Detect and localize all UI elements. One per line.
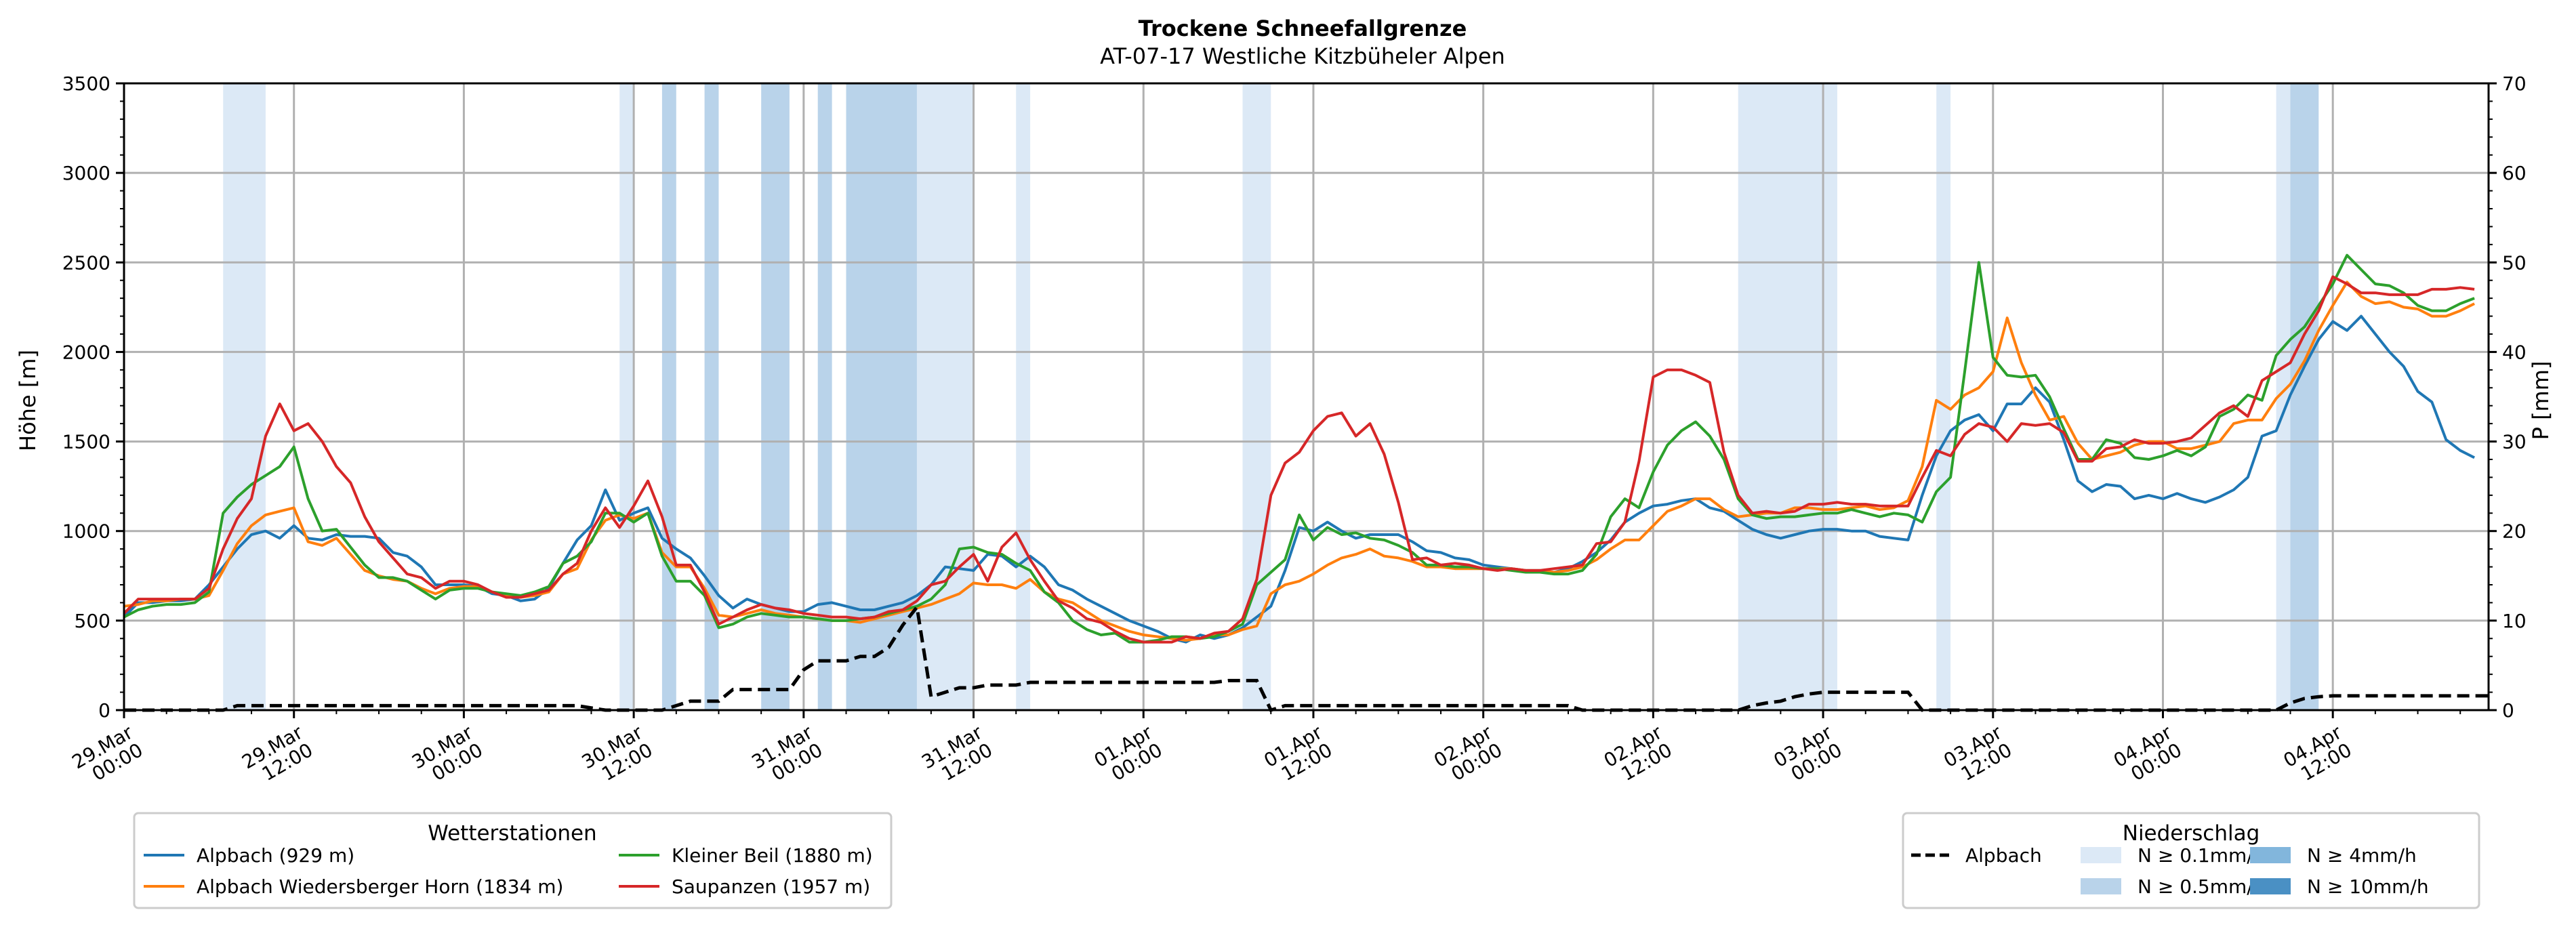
legend-precip-level-label: N ≥ 10mm/h — [2307, 875, 2429, 898]
legend-precip-box — [1902, 812, 2480, 909]
y-tick-label: 1500 — [62, 431, 110, 453]
y2-tick-label: 20 — [2502, 520, 2527, 543]
y-tick-label: 0 — [98, 699, 110, 722]
precipitation-band — [704, 83, 719, 710]
series-line-alpbach-929-m — [123, 314, 2476, 644]
y2-tick-label: 50 — [2502, 251, 2527, 274]
y-tick-label: 2000 — [62, 341, 110, 363]
precipitation-bands — [223, 83, 2319, 710]
precipitation-band — [817, 83, 832, 710]
precipitation-band — [2290, 83, 2319, 710]
y2-tick-label: 10 — [2502, 610, 2527, 632]
y-tick-label: 500 — [75, 610, 110, 632]
legend-label: Alpbach (929 m) — [197, 844, 354, 867]
legend-precip-level-swatch — [2250, 847, 2291, 863]
precipitation-band — [223, 83, 266, 710]
y-tick-label: 1000 — [62, 520, 110, 543]
legend-precip-level-label: N ≥ 4mm/h — [2307, 844, 2417, 867]
legend-label: Saupanzen (1957 m) — [672, 875, 870, 898]
legend-label: Alpbach Wiedersberger Horn (1834 m) — [197, 875, 563, 898]
precipitation-band — [1936, 83, 1951, 710]
plot-frame — [123, 82, 2490, 711]
precipitation-band — [1016, 83, 1031, 710]
legend-precip-title: Niederschlag — [2123, 821, 2260, 846]
legend-stations-title: Wetterstationen — [428, 821, 596, 846]
precipitation-band — [1738, 83, 1837, 710]
y2-tick-label: 60 — [2502, 162, 2527, 184]
legend-stations: Wetterstationen Alpbach (929 m) Alpbach Wi… — [133, 812, 893, 909]
x-tick-label: 04.Apr00:00 — [2110, 721, 2186, 789]
precipitation-band — [661, 83, 676, 710]
y2-axis-label: P [mm] — [2528, 361, 2554, 440]
legend-precip-level-swatch — [2081, 847, 2121, 863]
chart-subtitle: AT-07-17 Westliche Kitzbüheler Alpen — [1100, 43, 1505, 69]
station-lines — [123, 253, 2476, 644]
series-line-saupanzen-1957-m — [123, 275, 2475, 644]
y2-tick-label: 0 — [2502, 699, 2514, 722]
precipitation-band — [916, 83, 974, 710]
legend-precip-level-label: N ≥ 0.5mm/h — [2138, 875, 2265, 898]
legend-label: Kleiner Beil (1880 m) — [672, 844, 873, 867]
y-tick-label: 3500 — [62, 73, 110, 95]
y-axis-label: Höhe [m] — [15, 350, 41, 451]
y-tick-label: 2500 — [62, 251, 110, 274]
y2-tick-label: 70 — [2502, 73, 2527, 95]
legend-stations-box — [133, 812, 893, 909]
legend-precip-level-swatch — [2081, 878, 2121, 894]
precipitation-band — [846, 83, 917, 710]
y2-tick-label: 40 — [2502, 341, 2527, 363]
precipitation-band — [2276, 83, 2291, 710]
precipitation-band — [619, 83, 634, 710]
legend-precip-level-swatch — [2250, 878, 2291, 894]
y2-tick-label: 30 — [2502, 431, 2527, 453]
series-line-kleiner-beil-1880-m — [123, 253, 2475, 644]
legend-precip-line-label: Alpbach — [1965, 844, 2042, 867]
legend-precipitation: Niederschlag Alpbach N ≥ 0.1mm/h N ≥ 0.5mm/… — [1902, 812, 2480, 909]
legend-precip-level-label: N ≥ 0.1mm/h — [2138, 844, 2265, 867]
chart-title: Trockene Schneefallgrenze — [1139, 16, 1467, 41]
y-tick-label: 3000 — [62, 162, 110, 184]
